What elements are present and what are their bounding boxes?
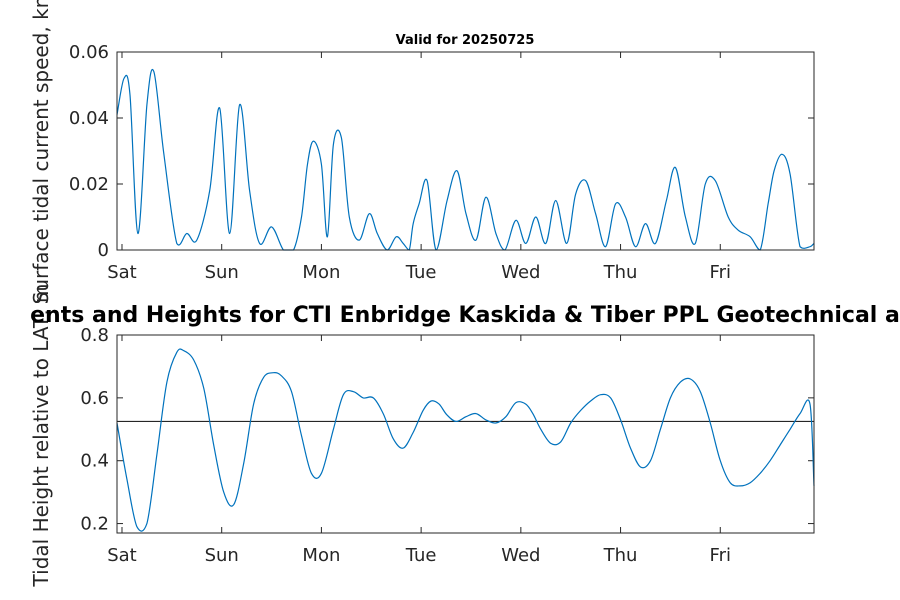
x-tick-label: Fri (710, 262, 731, 283)
x-tick-label: Tue (405, 545, 437, 566)
x-tick-label: Sat (107, 262, 137, 283)
x-tick-label: Tue (405, 262, 437, 283)
y-axis-label: Tidal Height relative to LAT, m (29, 284, 53, 588)
x-tick-label: Wed (501, 262, 540, 283)
y-tick-label: 0.8 (80, 325, 109, 346)
x-tick-group: Sat Sun Mon Tue Wed Thu Fri (107, 52, 731, 283)
plot-frame (116, 51, 815, 251)
series-line-tidal-height (116, 348, 815, 532)
x-tick-group: Sat Sun Mon Tue Wed Thu Fri (107, 335, 731, 566)
x-tick-label: Thu (603, 262, 638, 283)
x-tick-label: Sat (107, 545, 137, 566)
x-tick-label: Wed (501, 545, 540, 566)
y-tick-group: 0 0.02 0.04 0.06 (69, 42, 814, 261)
x-tick-label: Fri (710, 545, 731, 566)
y-axis-label: Surface tidal current speed, kn (29, 0, 53, 304)
x-tick-label: Sun (205, 545, 239, 566)
series-line-current-speed (116, 69, 815, 251)
y-tick-label: 0.04 (69, 108, 109, 129)
x-tick-label: Sun (205, 262, 239, 283)
y-tick-label: 0.2 (80, 514, 109, 535)
y-tick-label: 0 (98, 240, 109, 261)
y-tick-label: 0.4 (80, 451, 109, 472)
x-tick-label: Mon (302, 262, 340, 283)
x-tick-label: Mon (302, 545, 340, 566)
x-tick-label: Thu (603, 545, 638, 566)
main-title: ents and Heights for CTI Enbridge Kaskid… (30, 303, 900, 328)
y-tick-label: 0.6 (80, 388, 109, 409)
plot-frame (116, 334, 815, 534)
y-tick-label: 0.06 (69, 42, 109, 63)
y-tick-label: 0.02 (69, 174, 109, 195)
y-tick-group: 0.2 0.4 0.6 0.8 (80, 325, 814, 535)
chart-title: Valid for 20250725 (396, 33, 535, 48)
